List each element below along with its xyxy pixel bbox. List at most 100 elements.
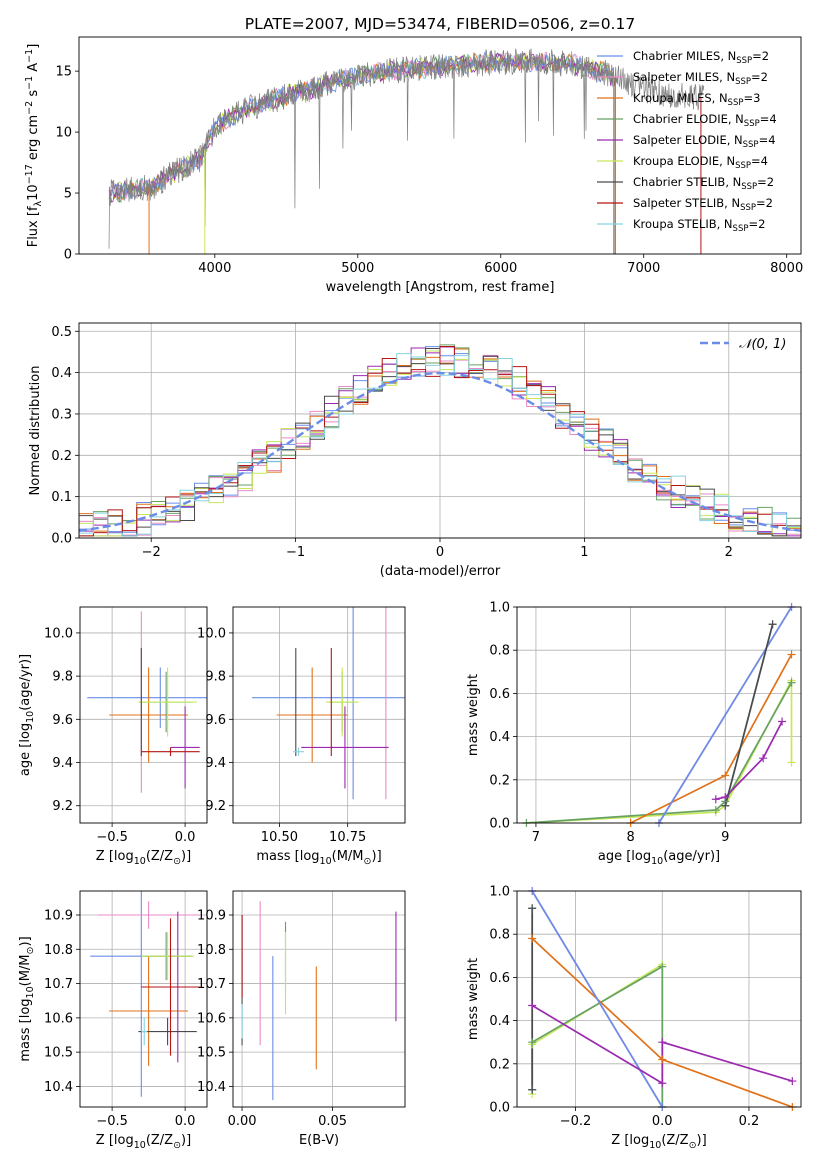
legend-entry-3: Chabrier ELODIE, NSSP=4 — [633, 112, 777, 129]
axes-frame — [79, 890, 208, 1108]
mass-weight-line-5 — [715, 721, 783, 801]
x-tick-label: 6000 — [484, 261, 517, 276]
mass-weight-line-4 — [531, 891, 664, 1107]
y-tick-label: 9.2 — [52, 799, 73, 814]
y-tick-label: 0.3 — [51, 407, 72, 422]
y-tick-label: 10.0 — [44, 626, 73, 641]
mass-weight-marker — [528, 1038, 537, 1047]
y-tick-label: 10.6 — [197, 1011, 226, 1026]
legend-entry-2: Kroupa MILES, NSSP=3 — [633, 91, 760, 108]
x-axis-label: age [log10(age/yr)] — [598, 849, 720, 867]
x-axis-label: mass [log10(M/M⊙)] — [256, 849, 381, 867]
mass-weight-marker — [528, 1085, 537, 1094]
x-tick-label: 4000 — [198, 261, 231, 276]
axes-frame — [78, 322, 802, 539]
y-tick-label: 9.4 — [205, 756, 226, 771]
x-tick-label: 0.0 — [652, 1114, 673, 1129]
y-tick-label: 9.2 — [205, 799, 226, 814]
y-tick-label: 1.0 — [489, 885, 510, 900]
x-tick-label: 10.75 — [329, 830, 366, 845]
y-tick-label: 0.2 — [489, 1057, 510, 1072]
y-tick-label: 10.4 — [44, 1080, 73, 1095]
residual-hist-8 — [79, 353, 801, 538]
y-tick-label: 5 — [64, 187, 72, 202]
x-tick-label: −0.2 — [560, 1114, 592, 1129]
mass-weight-marker — [788, 1077, 797, 1086]
x-axis-label: E(B-V) — [299, 1133, 339, 1148]
x-tick-label: −0.5 — [96, 1114, 128, 1129]
y-tick-label: 0 — [64, 248, 72, 263]
x-tick-label: 9 — [721, 830, 729, 845]
y-tick-label: 0.8 — [489, 644, 510, 659]
x-axis-label: Z [log10(Z/Z⊙)] — [96, 849, 191, 867]
y-tick-label: 0.2 — [489, 773, 510, 788]
y-tick-label: 0.4 — [51, 366, 72, 381]
x-tick-label: 0.0 — [175, 830, 196, 845]
y-tick-label: 15 — [55, 65, 72, 80]
x-tick-label: 0.0 — [175, 1114, 196, 1129]
x-tick-label: 8000 — [770, 261, 803, 276]
y-tick-label: 0.6 — [489, 971, 510, 986]
y-tick-label: 0.6 — [489, 687, 510, 702]
y-tick-label: 10 — [55, 126, 72, 141]
panel-mass-vs-Z: −0.5 0.0 10.4 10.5 10.6 10.7 10.8 10.9 Z [log10(… — [18, 890, 208, 1151]
y-axis-label: age [log10(age/yr)] — [18, 654, 36, 776]
y-tick-label: 0.4 — [489, 1014, 510, 1029]
y-tick-label: 10.5 — [44, 1046, 73, 1061]
mass-weight-marker — [787, 678, 796, 687]
x-tick-label: 0.05 — [318, 1114, 347, 1129]
x-tick-label: 10.50 — [261, 830, 298, 845]
panel-age-vs-Z: −0.5 0.0 9.2 9.4 9.6 9.8 10.0 Z [log10(Z/Z⊙)] ag… — [18, 606, 208, 867]
x-tick-label: 0.2 — [739, 1114, 760, 1129]
plot-area-spectrum — [108, 48, 705, 254]
axes-frame — [78, 36, 802, 255]
y-tick-label: 0.0 — [489, 1101, 510, 1116]
y-axis-label: Normed distribution — [28, 366, 43, 496]
x-tick-label: 1 — [580, 545, 588, 560]
plot-area-residuals — [79, 344, 801, 538]
x-tick-label: 7000 — [627, 261, 660, 276]
panel-massweight-vs-age: 7 8 9 0.0 0.2 0.4 0.6 0.8 1.0 age [log10(age/yr)]… — [466, 601, 802, 867]
y-tick-label: 10.8 — [44, 943, 73, 958]
figure-title: PLATE=2007, MJD=53474, FIBERID=0506, z=0… — [245, 15, 635, 33]
y-tick-label: 0.4 — [489, 730, 510, 745]
y-tick-label: 0.2 — [51, 449, 72, 464]
mass-weight-line-1 — [531, 965, 664, 1107]
axes-frame — [232, 890, 406, 1108]
mass-weight-line-0 — [531, 962, 664, 1107]
legend-entry-5: Kroupa ELODIE, NSSP=4 — [633, 154, 768, 171]
mass-weight-marker — [528, 934, 537, 943]
panel-residuals: −2 −1 0 1 2 0.0 0.1 0.2 0.3 0.4 0.5 (data-model)/er… — [28, 322, 802, 579]
gaussian-curve — [79, 371, 801, 532]
y-tick-label: 0.1 — [51, 490, 72, 505]
y-axis-label: Flux [fλ10−17 erg cm−2 s−1 A−1] — [24, 44, 44, 248]
plot-area-age-vs-Z — [87, 611, 207, 793]
panel-massweight-vs-Z: −0.2 0.0 0.2 0.0 0.2 0.4 0.6 0.8 1.0 Z [log10(Z/Z… — [466, 885, 802, 1151]
y-tick-label: 10.8 — [197, 943, 226, 958]
axes-frame — [516, 606, 802, 824]
y-tick-label: 9.8 — [52, 670, 73, 685]
mass-weight-marker — [711, 806, 720, 815]
mass-weight-marker — [658, 962, 667, 971]
mass-weight-marker — [721, 793, 730, 802]
axes-frame — [79, 606, 208, 824]
y-tick-label: 10.7 — [197, 977, 226, 992]
legend-entry-0: Chabrier MILES, NSSP=2 — [633, 49, 769, 66]
y-tick-label: 0.5 — [51, 325, 72, 340]
y-axis-label: mass [log10(M/M⊙)] — [18, 936, 36, 1061]
y-tick-label: 10.7 — [44, 977, 73, 992]
legend-entry-7: Salpeter STELIB, NSSP=2 — [633, 196, 773, 213]
panel-mass-vs-ebv: 0.00 0.05 10.4 10.5 10.6 10.7 10.8 10.9 E(B-V) — [197, 890, 406, 1148]
panel-age-vs-mass: 10.50 10.75 9.2 9.4 9.6 9.8 10.0 mass [log10(M/… — [197, 606, 406, 867]
mass-weight-marker — [711, 795, 720, 804]
y-tick-label: 10.9 — [44, 909, 73, 924]
mass-weight-line-7 — [724, 624, 774, 806]
legend-entry-1: Salpeter MILES, NSSP=2 — [633, 70, 768, 87]
plot-area-massweight-vs-age — [526, 607, 793, 823]
x-tick-label: −1 — [286, 545, 305, 560]
x-axis-label: Z [log10(Z/Z⊙)] — [611, 1133, 706, 1151]
panel-spectrum: 4000 5000 6000 7000 8000 0 5 10 15 wavelength [An… — [24, 36, 803, 295]
mass-weight-marker — [721, 801, 730, 810]
x-tick-label: 5000 — [341, 261, 374, 276]
